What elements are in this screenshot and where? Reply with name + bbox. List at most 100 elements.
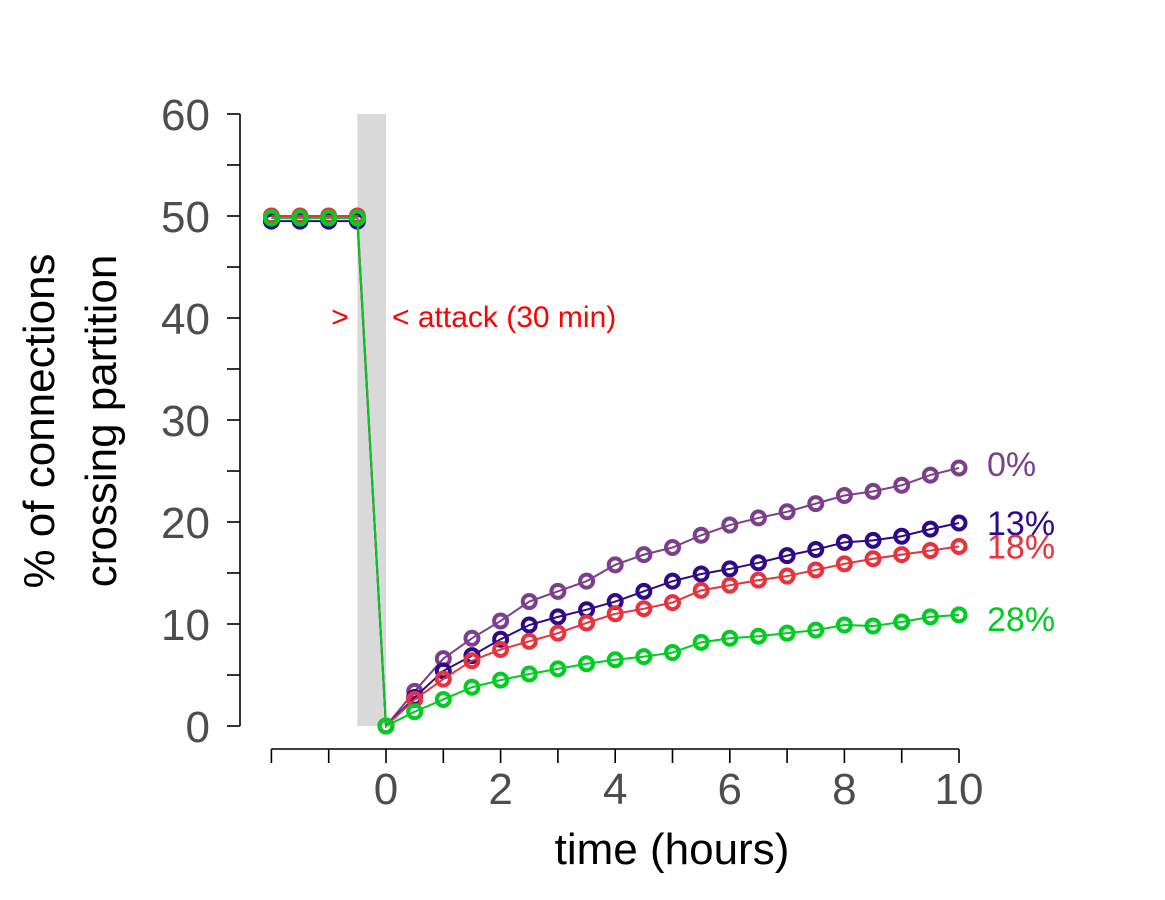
data-point <box>893 613 911 631</box>
data-point <box>807 541 825 559</box>
y-tick-label: 50 <box>161 193 210 242</box>
data-point <box>864 531 882 549</box>
y-axis-title-line-1: % of connections <box>15 253 64 588</box>
data-point <box>921 466 939 484</box>
data-point <box>835 616 853 634</box>
series-18-pct: 18% <box>262 207 1055 735</box>
data-point <box>664 594 681 612</box>
data-point <box>721 629 739 647</box>
data-point <box>606 651 624 669</box>
data-point <box>721 516 739 534</box>
data-point <box>893 546 911 564</box>
data-point <box>893 527 911 545</box>
data-point <box>377 717 395 735</box>
y-tick-label: 40 <box>161 295 210 344</box>
data-point <box>950 514 968 532</box>
y-tick-label: 10 <box>161 601 210 650</box>
data-point <box>749 509 767 527</box>
data-point <box>492 671 510 689</box>
data-point <box>348 209 366 227</box>
data-point <box>635 546 653 564</box>
y-tick-label: 60 <box>161 91 210 140</box>
y-tick-label: 30 <box>161 397 210 446</box>
y-tick-label: 0 <box>186 703 210 752</box>
data-point <box>549 608 567 626</box>
data-point <box>749 554 767 572</box>
data-point <box>320 209 338 227</box>
data-point <box>950 606 968 624</box>
data-point <box>778 567 796 585</box>
data-point <box>549 582 567 600</box>
data-point <box>778 547 796 565</box>
data-point <box>835 533 853 551</box>
data-point <box>463 678 481 696</box>
data-point <box>520 665 538 683</box>
data-point <box>921 608 939 626</box>
annotation-attack-label: < attack (30 min) <box>392 301 616 334</box>
data-point <box>434 690 452 708</box>
series-label: 13% <box>987 505 1055 543</box>
data-point <box>549 660 567 678</box>
data-point <box>262 209 280 227</box>
y-tick-label: 20 <box>161 499 210 548</box>
series-layer: 0% 13%18% 28% <box>262 207 1055 735</box>
data-point <box>664 644 681 662</box>
data-point <box>835 555 853 573</box>
x-tick-label: 6 <box>718 765 742 814</box>
data-point <box>492 641 510 658</box>
series-28-pct: 28% <box>262 209 1055 735</box>
data-point <box>950 537 968 555</box>
data-point <box>406 703 424 721</box>
series-label: 28% <box>987 601 1055 639</box>
data-point <box>893 476 911 494</box>
data-point <box>492 630 510 648</box>
data-point <box>578 572 596 590</box>
series-label: 18% <box>987 528 1055 566</box>
x-tick-label: 2 <box>488 765 512 814</box>
y-axis: 0 10 20 30 40 50 60 <box>161 91 241 752</box>
data-point <box>664 539 681 556</box>
data-point <box>835 486 853 504</box>
data-point <box>921 542 939 560</box>
data-point <box>692 633 710 651</box>
data-point <box>606 556 624 574</box>
series-line <box>271 217 960 728</box>
data-point <box>578 655 596 673</box>
data-point <box>721 576 739 594</box>
data-point <box>692 581 710 599</box>
data-point <box>807 561 825 579</box>
data-point <box>664 572 681 590</box>
data-point <box>463 629 481 647</box>
x-tick-label: 4 <box>603 765 627 814</box>
x-tick-label: 8 <box>832 765 856 814</box>
data-point <box>291 209 309 227</box>
data-point <box>434 670 452 688</box>
series-label: 0% <box>987 446 1036 484</box>
data-point <box>807 495 825 513</box>
data-point <box>520 593 538 611</box>
data-point <box>778 503 796 521</box>
data-point <box>692 526 710 544</box>
x-tick-label: 10 <box>935 765 984 814</box>
data-point <box>864 482 882 500</box>
data-point <box>606 605 624 623</box>
data-point <box>578 614 596 632</box>
data-point <box>807 621 825 639</box>
data-point <box>492 612 510 630</box>
data-point <box>864 550 882 568</box>
data-point <box>921 520 939 538</box>
x-axis: 0 2 4 6 8 10 <box>270 748 984 814</box>
data-point <box>749 571 767 589</box>
data-point <box>520 632 538 650</box>
data-point <box>692 565 710 583</box>
data-point <box>864 617 882 635</box>
annotation-left-mark: > <box>331 301 349 334</box>
data-point <box>434 662 452 680</box>
data-point <box>520 616 538 634</box>
data-point <box>778 624 796 642</box>
data-point <box>635 648 653 666</box>
data-point <box>635 582 653 600</box>
x-axis-title: time (hours) <box>555 825 790 874</box>
data-point <box>749 627 767 645</box>
